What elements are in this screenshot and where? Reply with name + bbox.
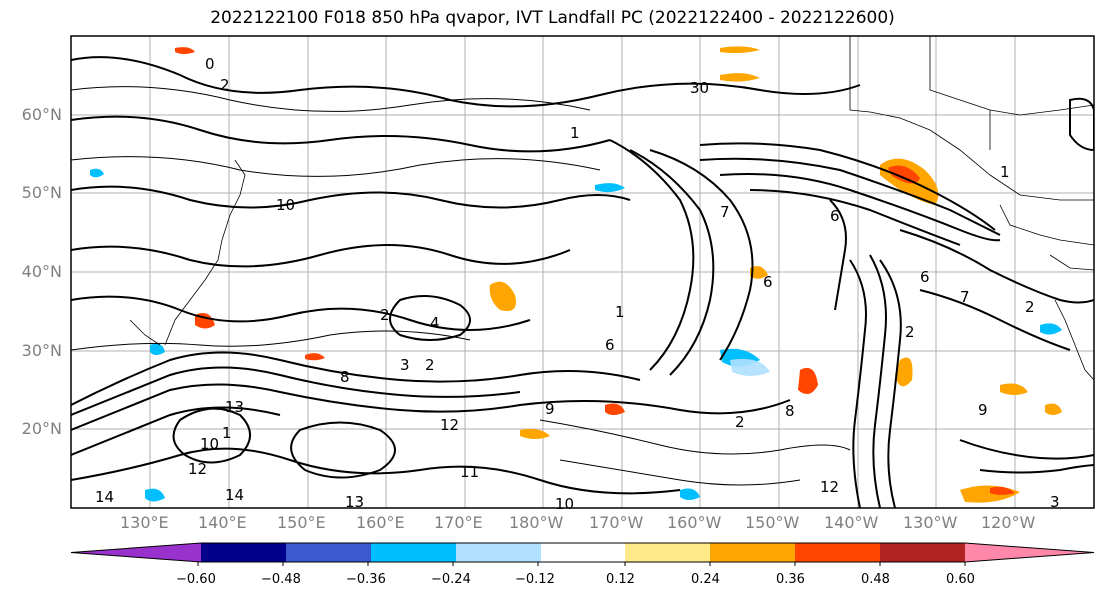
latitude-label: 20°N bbox=[21, 419, 62, 438]
colorbar-bin bbox=[880, 543, 965, 562]
contour-label: 6 bbox=[830, 207, 840, 225]
colorbar bbox=[70, 542, 1095, 566]
colorbar-tick-label: −0.24 bbox=[431, 572, 471, 587]
ivt-contours bbox=[71, 56, 1094, 508]
contour-label: 8 bbox=[785, 402, 795, 420]
longitude-label: 160°W bbox=[667, 513, 722, 532]
colorbar-extension-high bbox=[965, 543, 1094, 562]
colorbar-tick-label: 0.24 bbox=[691, 572, 720, 587]
colorbar-bin bbox=[371, 543, 456, 562]
colorbar-extension-low bbox=[71, 543, 201, 562]
colorbar-tick-label: 0.36 bbox=[776, 572, 805, 587]
colorbar-outline bbox=[70, 542, 1095, 563]
contour-label: 7 bbox=[720, 203, 730, 221]
contour-label: 10 bbox=[200, 435, 220, 453]
latitude-label: 50°N bbox=[21, 183, 62, 202]
contour-label: 6 bbox=[605, 336, 615, 354]
contour-label: 13 bbox=[225, 398, 245, 416]
contour-label: 0 bbox=[205, 55, 215, 73]
longitude-label: 150°E bbox=[277, 513, 326, 532]
colorbar-bin bbox=[201, 543, 286, 562]
contour-label: 11 bbox=[460, 463, 480, 481]
contour-label: 7 bbox=[960, 288, 970, 306]
contour-label: 2 bbox=[380, 306, 390, 324]
longitude-label: 140°E bbox=[198, 513, 247, 532]
colorbar-bin bbox=[710, 543, 795, 562]
contour-label: 6 bbox=[763, 273, 773, 291]
contour-label: 10 bbox=[555, 495, 575, 513]
coastlines bbox=[129, 36, 1094, 381]
contour-label: 12 bbox=[188, 460, 208, 478]
longitude-label: 170°W bbox=[589, 513, 644, 532]
contour-label: 12 bbox=[820, 478, 840, 496]
longitude-label: 130°W bbox=[903, 513, 958, 532]
colorbar-bin bbox=[795, 543, 880, 562]
contour-label: 30 bbox=[690, 79, 710, 97]
colorbar-tick-label: −0.48 bbox=[261, 572, 301, 587]
contour-label: 2 bbox=[220, 76, 230, 94]
contour-label: 3 bbox=[400, 356, 410, 374]
contour-label: 1 bbox=[615, 303, 625, 321]
contour-label: 3 bbox=[1050, 493, 1060, 511]
map-title: 2022122100 F018 850 hPa qvapor, IVT Land… bbox=[210, 8, 895, 28]
colorbar-tick-label: −0.60 bbox=[176, 572, 216, 587]
contour-label: 12 bbox=[440, 416, 460, 434]
shaded-patches bbox=[90, 46, 1062, 503]
contour-label: 2 bbox=[905, 323, 915, 341]
colorbar-tick-label: 0.48 bbox=[861, 572, 890, 587]
longitude-label: 130°E bbox=[120, 513, 169, 532]
latitude-label: 60°N bbox=[21, 105, 62, 124]
contour-label: 10 bbox=[276, 196, 296, 214]
contour-label: 2 bbox=[425, 356, 435, 374]
colorbar-tick-label: −0.12 bbox=[515, 572, 555, 587]
contour-label: 9 bbox=[978, 401, 988, 419]
contour-label: 6 bbox=[920, 268, 930, 286]
latitude-label: 30°N bbox=[21, 341, 62, 360]
contour-label: 14 bbox=[95, 488, 115, 506]
colorbar-bin bbox=[456, 543, 541, 562]
longitude-label: 140°W bbox=[824, 513, 879, 532]
colorbar-tick-label: 0.12 bbox=[606, 572, 635, 587]
longitude-label: 160°E bbox=[356, 513, 405, 532]
colorbar-tick-label: −0.36 bbox=[346, 572, 386, 587]
longitude-label: 150°W bbox=[745, 513, 800, 532]
longitude-label: 180°W bbox=[509, 513, 564, 532]
contour-label: 9 bbox=[545, 400, 555, 418]
colorbar-bin bbox=[541, 543, 625, 562]
longitude-label: 170°E bbox=[434, 513, 483, 532]
contour-label: 1 bbox=[1000, 163, 1010, 181]
contour-label: 13 bbox=[345, 493, 365, 511]
contour-label: 14 bbox=[225, 486, 245, 504]
thin-contours bbox=[71, 86, 851, 486]
colorbar-bin bbox=[625, 543, 710, 562]
contour-label: 2 bbox=[1025, 298, 1035, 316]
colorbar-tick-label: 0.60 bbox=[946, 572, 975, 587]
contour-label: 1 bbox=[222, 424, 232, 442]
colorbar-bin bbox=[286, 543, 371, 562]
contour-label: 4 bbox=[430, 314, 440, 332]
latitude-label: 40°N bbox=[21, 262, 62, 281]
gridlines bbox=[71, 36, 1094, 508]
contour-label: 1 bbox=[570, 124, 580, 142]
contour-label: 2 bbox=[735, 413, 745, 431]
longitude-label: 120°W bbox=[981, 513, 1036, 532]
contour-label: 8 bbox=[340, 368, 350, 386]
